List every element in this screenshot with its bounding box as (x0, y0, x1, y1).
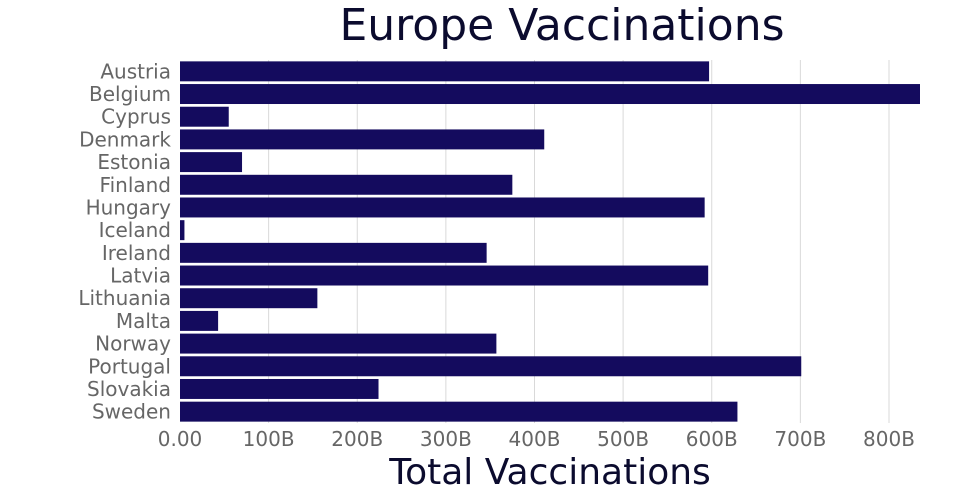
x-tick-labels: 0.00 100B 200B 300B 400B 500B 600B 700B 800B (158, 427, 915, 451)
category-label: Hungary (86, 195, 172, 219)
bar[interactable] (180, 197, 705, 218)
bars (180, 61, 920, 422)
x-tick-label: 600B (686, 427, 738, 451)
x-tick-label: 0.00 (158, 427, 203, 451)
x-tick-label: 700B (774, 427, 826, 451)
category-label: Ireland (102, 241, 171, 265)
bar[interactable] (180, 61, 710, 82)
category-label: Portugal (88, 354, 171, 378)
chart-title: Europe Vaccinations (339, 0, 784, 51)
category-label: Estonia (97, 150, 171, 174)
bar[interactable] (180, 265, 709, 286)
gridlines (268, 60, 890, 423)
bar[interactable] (180, 356, 802, 377)
category-label: Latvia (110, 264, 171, 288)
category-labels: AustriaBelgiumCyprusDenmarkEstoniaFinlan… (78, 59, 171, 423)
bar[interactable] (180, 401, 738, 422)
x-tick-label: 400B (509, 427, 561, 451)
x-tick-label: 200B (331, 427, 383, 451)
category-label: Cyprus (101, 105, 171, 129)
x-tick-label: 500B (597, 427, 649, 451)
bar[interactable] (180, 333, 497, 354)
bar[interactable] (180, 152, 243, 173)
bar[interactable] (180, 310, 219, 331)
category-label: Belgium (89, 82, 171, 106)
category-label: Malta (116, 309, 171, 333)
category-label: Sweden (92, 400, 171, 424)
category-label: Iceland (99, 218, 171, 242)
bar[interactable] (180, 84, 920, 105)
x-tick-label: 100B (243, 427, 295, 451)
x-tick-label: 800B (863, 427, 915, 451)
bar[interactable] (180, 378, 379, 399)
category-label: Denmark (79, 127, 171, 151)
x-axis-title: Total Vaccinations (388, 452, 711, 493)
category-label: Slovakia (87, 377, 171, 401)
category-label: Norway (95, 332, 171, 356)
bar[interactable] (180, 288, 318, 309)
bar[interactable] (180, 106, 229, 127)
bar[interactable] (180, 242, 487, 263)
category-label: Lithuania (78, 286, 171, 310)
category-label: Austria (100, 59, 171, 83)
bar[interactable] (180, 174, 513, 195)
bar[interactable] (180, 220, 185, 241)
category-label: Finland (100, 173, 171, 197)
bar[interactable] (180, 129, 545, 150)
x-tick-label: 300B (420, 427, 472, 451)
